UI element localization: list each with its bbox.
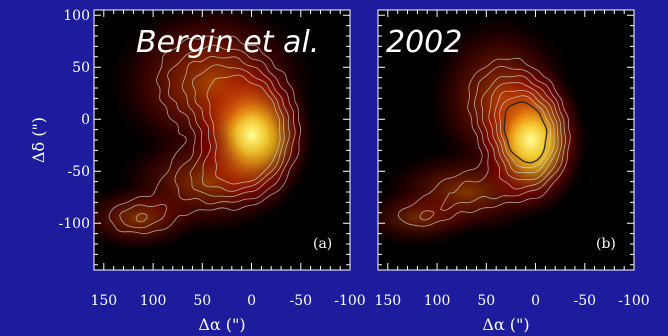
contour-level-3 — [480, 75, 563, 190]
panel-a-ticks — [94, 10, 351, 270]
y-tick-label: 50 — [72, 60, 90, 76]
panel-b-tick-labels: 150 100 50 0 -50 -100 — [374, 293, 649, 309]
y-tick-label: -50 — [67, 164, 90, 180]
x-tick-label: 0 — [247, 293, 256, 309]
x-tick-label: 100 — [424, 293, 451, 309]
panel-a-ylabel: Δδ (") — [29, 117, 48, 163]
axis-ticks — [378, 10, 635, 270]
panel-a-contours — [108, 35, 301, 234]
panel-a-tick-labels: 150 100 50 0 -50 -100 100 50 0 -50 -100 — [59, 8, 366, 309]
contour-level-2 — [119, 44, 296, 229]
x-tick-label: 0 — [531, 293, 540, 309]
contour-level-4 — [192, 64, 285, 192]
overlay-title-year: 2002 — [386, 25, 462, 60]
x-tick-label: 50 — [477, 293, 495, 309]
contour-level-5 — [494, 90, 555, 174]
overlay-title-authors: Bergin et al. — [136, 25, 319, 60]
x-tick-label: 150 — [374, 293, 401, 309]
contour-level-1 — [108, 35, 301, 234]
y-tick-label: 0 — [81, 112, 90, 128]
x-tick-label: 50 — [193, 293, 211, 309]
contour-level-6 — [499, 95, 551, 168]
panel-b-letter: (b) — [596, 236, 616, 252]
contour-level-1 — [397, 57, 571, 227]
contour-level-2 — [419, 66, 566, 221]
contour-level-5 — [206, 74, 281, 185]
intensity-blob — [378, 188, 484, 248]
panel-a-letter: (a) — [313, 236, 332, 252]
contour-level-4 — [488, 82, 559, 181]
panel-b-contours — [397, 57, 571, 227]
contour-level-7 — [503, 101, 548, 164]
x-tick-label: -100 — [618, 293, 649, 309]
panel-b-xlabel: Δα (") — [482, 315, 529, 334]
panel-a-xlabel: Δα (") — [198, 315, 245, 334]
intensity-peak — [505, 110, 557, 170]
x-tick-label: 150 — [90, 293, 117, 309]
panel-b-ticks — [378, 10, 635, 270]
axis-ticks — [94, 10, 351, 270]
contour-level-3 — [135, 56, 290, 222]
panel-a-intensity-map — [94, 10, 319, 253]
intensity-peak — [225, 105, 278, 164]
x-tick-label: -50 — [573, 293, 596, 309]
y-tick-label: 100 — [63, 8, 90, 24]
x-tick-label: -50 — [289, 293, 312, 309]
x-tick-label: 100 — [140, 293, 167, 309]
panel-b: 150 100 50 0 -50 -100 (b) Δα (") — [374, 9, 650, 334]
intensity-blob — [94, 183, 205, 253]
x-tick-label: -100 — [334, 293, 365, 309]
panel-a: 150 100 50 0 -50 -100 100 50 0 -50 -100 (a) Δα (")… — [29, 8, 366, 334]
y-tick-label: -100 — [59, 216, 90, 232]
